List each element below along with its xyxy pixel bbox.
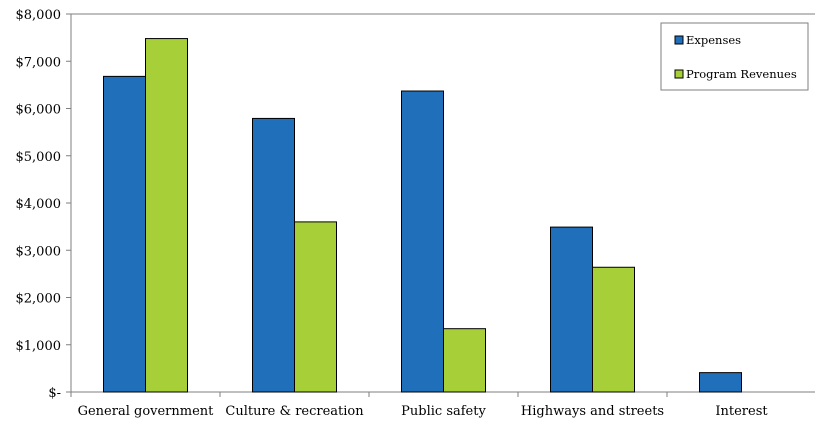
- bars: [104, 39, 742, 392]
- bar-program-revenues: [295, 222, 337, 392]
- x-tick-label: Public safety: [401, 404, 486, 419]
- x-tick-label: General government: [78, 404, 215, 419]
- legend-label-expenses: Expenses: [686, 33, 741, 47]
- x-tick-label: Interest: [715, 404, 768, 419]
- y-tick-label: $8,000: [16, 8, 62, 23]
- y-tick-label: $7,000: [16, 55, 62, 70]
- y-tick-label: $-: [48, 386, 61, 401]
- legend-swatch-expenses: [675, 36, 683, 44]
- bar-program-revenues: [146, 39, 188, 392]
- y-tick-label: $3,000: [16, 244, 62, 259]
- legend-swatch-program-revenues: [675, 70, 683, 78]
- y-tick-label: $2,000: [16, 292, 62, 307]
- bar-expenses: [253, 118, 295, 392]
- bar-expenses: [700, 373, 742, 392]
- legend-label-program-revenues: Program Revenues: [686, 67, 797, 81]
- y-tick-label: $5,000: [16, 150, 62, 165]
- y-tick-label: $4,000: [16, 197, 62, 212]
- y-tick-label: $1,000: [16, 339, 62, 354]
- bar-program-revenues: [444, 329, 486, 392]
- bar-expenses: [551, 227, 593, 392]
- x-tick-label: Highways and streets: [521, 404, 664, 419]
- legend: Expenses Program Revenues: [661, 23, 808, 90]
- x-tick-label: Culture & recreation: [225, 404, 364, 419]
- bar-program-revenues: [593, 267, 635, 392]
- bar-expenses: [104, 76, 146, 392]
- y-tick-label: $6,000: [16, 103, 62, 118]
- bar-expenses: [402, 91, 444, 392]
